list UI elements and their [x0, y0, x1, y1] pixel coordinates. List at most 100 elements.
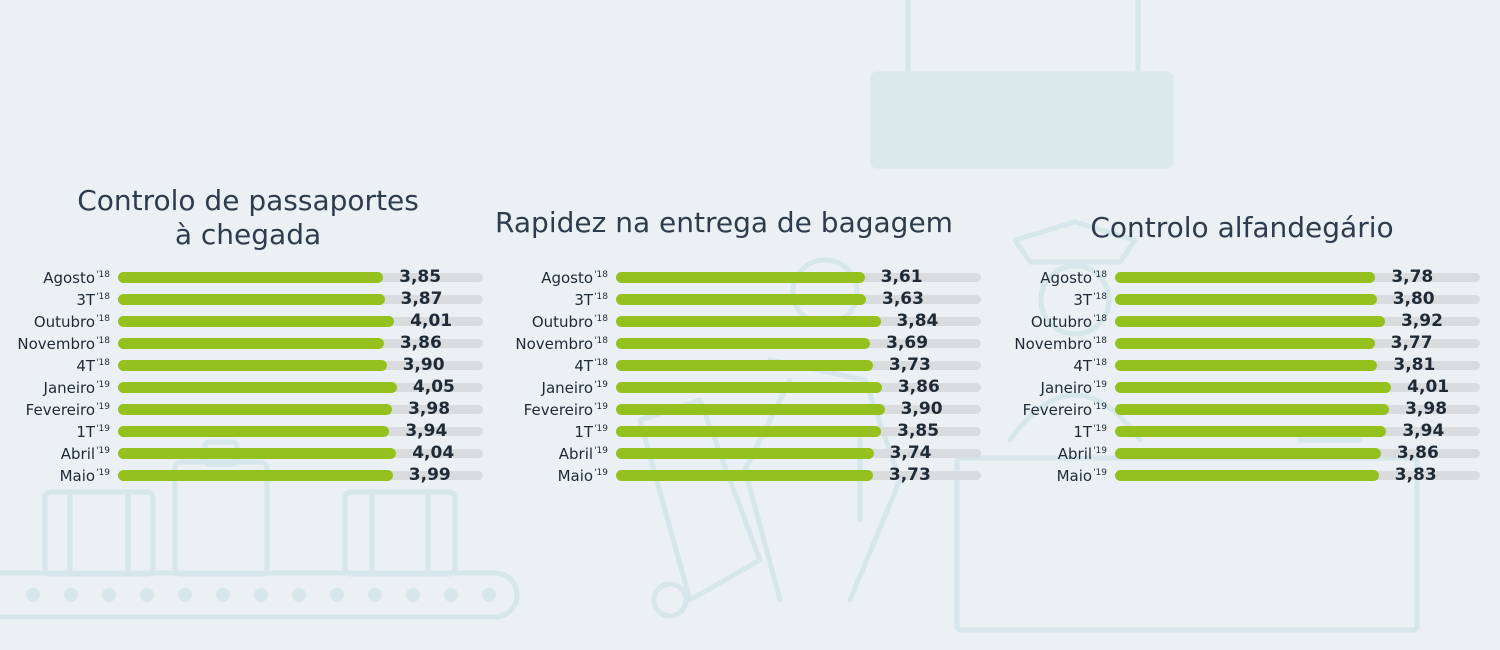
bar	[616, 360, 873, 371]
category-label: Maio'19	[60, 467, 110, 485]
bar-row: Maio'19 3,83	[997, 464, 1497, 486]
value-label: 4,04	[412, 443, 455, 463]
bar-track	[118, 294, 483, 305]
bar-track	[616, 404, 981, 415]
bar	[616, 448, 874, 459]
category-label: 3T'18	[574, 291, 608, 309]
category-year: '18	[1093, 358, 1107, 368]
category-name: Janeiro	[43, 379, 96, 397]
value-label: 3,74	[889, 443, 932, 463]
bar	[1115, 470, 1379, 481]
bar-row: Abril'19 3,74	[498, 442, 998, 464]
category-year: '18	[1093, 292, 1107, 302]
value-label: 3,99	[408, 465, 451, 485]
category-name: Novembro	[515, 335, 594, 353]
value-label: 3,98	[408, 399, 451, 419]
bar	[616, 404, 885, 415]
category-year: '19	[96, 424, 110, 434]
bar	[118, 316, 395, 327]
bar-row: Janeiro'19 4,05	[0, 376, 500, 398]
category-label: 3T'18	[76, 291, 110, 309]
chart-title: à chegada	[174, 218, 322, 251]
bar-row: 1T'19 3,94	[0, 420, 500, 442]
category-name: Janeiro	[541, 379, 594, 397]
bar	[118, 338, 384, 349]
category-name: Abril	[60, 445, 96, 463]
category-year: '19	[594, 468, 608, 478]
bar-row: Janeiro'19 4,01	[997, 376, 1497, 398]
bar-row: 3T'18 3,63	[498, 288, 998, 310]
value-label: 3,69	[886, 333, 929, 353]
category-label: Abril'19	[61, 445, 110, 463]
category-name: Outubro	[33, 313, 96, 331]
category-year: '19	[1093, 468, 1107, 478]
category-year: '18	[594, 314, 608, 324]
category-label: 4T'18	[574, 357, 608, 375]
value-label: 4,01	[410, 311, 453, 331]
value-label: 3,77	[1390, 333, 1433, 353]
bar-track	[118, 272, 483, 283]
category-year: '19	[594, 402, 608, 412]
bar-track	[118, 360, 483, 371]
bar	[1115, 426, 1387, 437]
category-name: Agosto	[43, 269, 96, 287]
category-label: Agosto'18	[1040, 269, 1107, 287]
bar	[118, 272, 384, 283]
value-label: 3,85	[399, 267, 442, 287]
bar	[118, 382, 397, 393]
category-label: Janeiro'19	[44, 379, 110, 397]
category-name: Outubro	[1030, 313, 1093, 331]
bar-track	[1115, 360, 1480, 371]
category-name: 1T	[76, 423, 96, 441]
bar	[1115, 404, 1390, 415]
value-label: 3,86	[1396, 443, 1439, 463]
bar-row: Agosto'18 3,78	[997, 266, 1497, 288]
bar-track	[616, 272, 981, 283]
bar	[118, 360, 387, 371]
category-year: '19	[96, 446, 110, 456]
chart-baggage-delivery: Rapidez na entrega de bagagem Agosto'18 3,…	[495, 0, 998, 650]
bar-track	[616, 294, 981, 305]
category-name: 3T	[76, 291, 96, 309]
category-year: '18	[96, 336, 110, 346]
category-name: Fevereiro	[25, 401, 96, 419]
bar	[1115, 316, 1385, 327]
category-label: 4T'18	[76, 357, 110, 375]
bar	[616, 294, 866, 305]
bar	[616, 316, 881, 327]
category-label: Outubro'18	[532, 313, 608, 331]
value-label: 3,61	[880, 267, 923, 287]
bar	[616, 272, 865, 283]
value-label: 3,83	[1394, 465, 1437, 485]
category-label: Fevereiro'19	[524, 401, 608, 419]
value-label: 3,94	[405, 421, 448, 441]
value-label: 3,73	[888, 355, 931, 375]
bar-row: Outubro'18 3,92	[997, 310, 1497, 332]
category-year: '19	[1093, 402, 1107, 412]
value-label: 3,94	[1402, 421, 1445, 441]
bar-row: 3T'18 3,80	[997, 288, 1497, 310]
category-name: Abril	[1057, 445, 1093, 463]
category-label: Janeiro'19	[1041, 379, 1107, 397]
category-year: '18	[594, 336, 608, 346]
category-year: '19	[594, 380, 608, 390]
bar	[118, 404, 393, 415]
bar-row: Fevereiro'19 3,98	[997, 398, 1497, 420]
value-label: 3,78	[1391, 267, 1434, 287]
chart-customs-control: Controlo alfandegário Agosto'18 3,78 3T'18 3…	[997, 0, 1497, 650]
bar-track	[616, 316, 981, 327]
conveyor-rollers	[26, 588, 496, 602]
value-label: 3,90	[402, 355, 445, 375]
category-name: Agosto	[1040, 269, 1093, 287]
category-name: 4T	[76, 357, 96, 375]
conveyor-belt-icon	[0, 570, 520, 620]
bar	[616, 338, 871, 349]
bar	[1115, 360, 1378, 371]
bar-track	[616, 426, 981, 437]
value-label: 3,86	[399, 333, 442, 353]
category-label: 1T'19	[1073, 423, 1107, 441]
bar-track	[118, 316, 483, 327]
bar-track	[1115, 382, 1480, 393]
bar-track	[1115, 448, 1480, 459]
category-label: Maio'19	[558, 467, 608, 485]
